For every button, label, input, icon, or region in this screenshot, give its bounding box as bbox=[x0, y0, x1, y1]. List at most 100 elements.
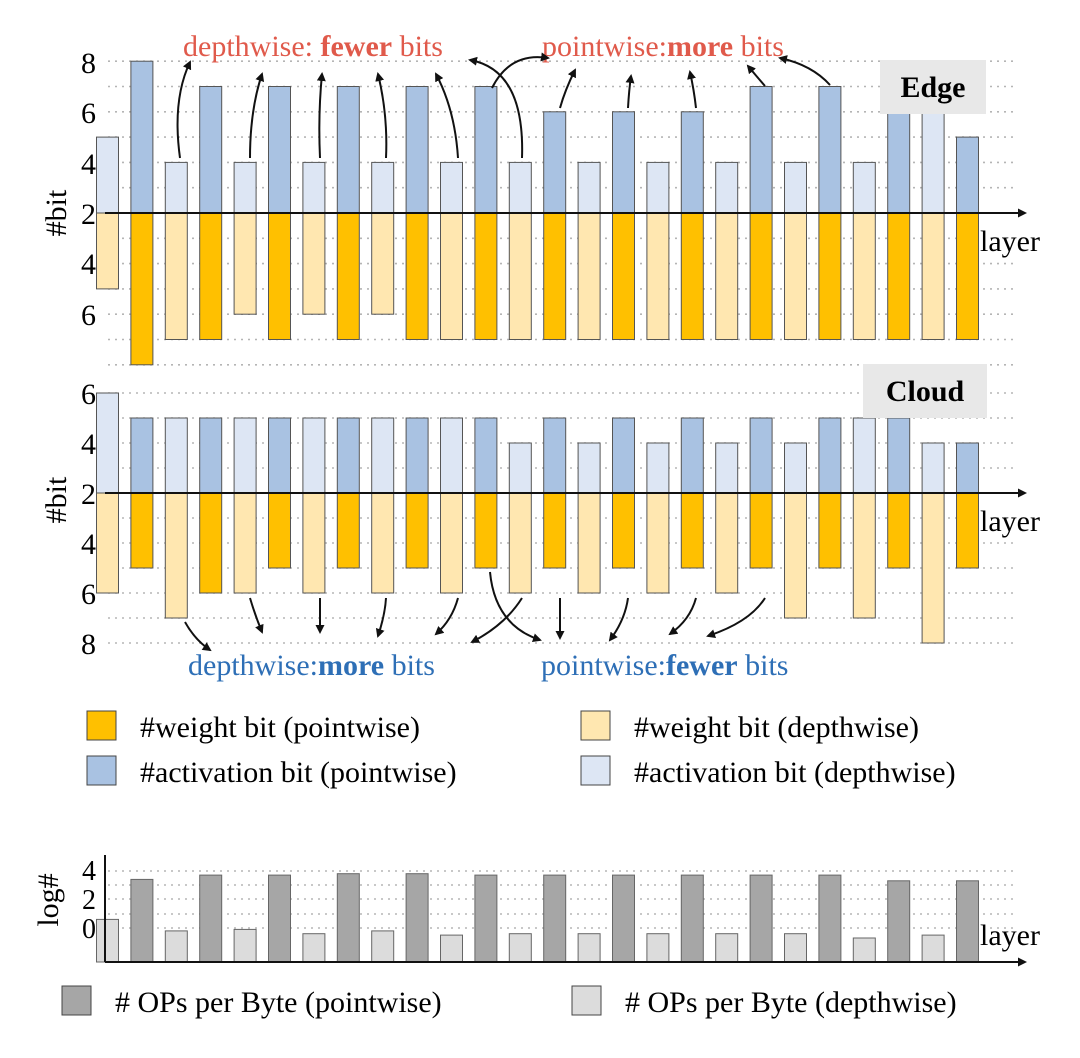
cloud-activation-bar-25 bbox=[921, 442, 945, 494]
edge-weight-bar-4 bbox=[199, 212, 223, 340]
edge-activation-bar-26 bbox=[956, 136, 979, 214]
cloud-ytick-neg8: 8 bbox=[81, 628, 96, 661]
cloud-annotation-depthwise: depthwise:more bits bbox=[188, 649, 435, 682]
edge-activation-bar-7 bbox=[302, 161, 326, 214]
edge-weight-bar-1 bbox=[96, 212, 119, 290]
cloud-weight-bar-24 bbox=[887, 492, 911, 569]
cloud-activation-bar-4 bbox=[199, 417, 223, 494]
ops-bar-25 bbox=[921, 934, 945, 963]
ops-bar-12 bbox=[474, 874, 498, 963]
cloud-weight-bar-20 bbox=[749, 492, 773, 569]
edge-weight-bar-3 bbox=[164, 212, 188, 340]
legend-label-act-pw: #activation bit (pointwise) bbox=[140, 756, 457, 789]
cloud-annotation-pointwise: pointwise:fewer bits bbox=[541, 649, 788, 682]
edge-weight-bar-23 bbox=[852, 212, 876, 340]
cloud-weight-bar-13 bbox=[508, 492, 532, 594]
cloud-ytick-6: 6 bbox=[81, 378, 96, 411]
edge-activation-bar-18 bbox=[680, 111, 704, 214]
cloud-bars bbox=[96, 392, 979, 644]
cloud-weight-bar-21 bbox=[784, 492, 807, 619]
edge-activation-bar-24 bbox=[887, 111, 911, 214]
cloud-weight-bar-23 bbox=[852, 492, 876, 619]
cloud-activation-bar-16 bbox=[612, 417, 635, 494]
edge-weight-bar-25 bbox=[921, 212, 945, 340]
legend-swatch-ops-pw bbox=[61, 985, 92, 1016]
cloud-activation-bar-20 bbox=[749, 417, 773, 494]
edge-weight-bar-17 bbox=[646, 212, 670, 340]
edge-ytick-neg4: 4 bbox=[81, 248, 96, 281]
legend-swatch-act-dw bbox=[580, 755, 611, 786]
cloud-activation-bar-1 bbox=[96, 392, 119, 494]
cloud-activation-bar-24 bbox=[887, 417, 911, 494]
edge-ytick-2: 2 bbox=[81, 198, 96, 231]
ops-bar-22 bbox=[818, 874, 842, 963]
edge-weight-bar-22 bbox=[818, 212, 842, 340]
cloud-weight-bar-6 bbox=[268, 492, 291, 569]
cloud-badge-label: Cloud bbox=[886, 375, 965, 408]
edge-activation-bar-9 bbox=[371, 161, 395, 214]
cloud-activation-bar-21 bbox=[784, 442, 807, 494]
edge-ytick-4: 4 bbox=[81, 148, 96, 181]
edge-weight-bar-10 bbox=[405, 212, 429, 340]
ops-bar-21 bbox=[784, 933, 807, 963]
cloud-weight-bar-8 bbox=[336, 492, 360, 569]
ops-bar-7 bbox=[302, 933, 326, 963]
cloud-activation-bar-5 bbox=[233, 417, 257, 494]
cloud-activation-bar-12 bbox=[474, 417, 498, 494]
edge-activation-bar-6 bbox=[268, 86, 291, 214]
cloud-activation-bar-23 bbox=[852, 417, 876, 494]
ops-ytick-0: 0 bbox=[82, 914, 96, 945]
edge-weight-bar-14 bbox=[543, 212, 567, 340]
cloud-activation-bar-8 bbox=[336, 417, 360, 494]
edge-ylabel: #bit bbox=[40, 189, 73, 236]
edge-ytick-8: 8 bbox=[81, 47, 96, 80]
ops-legend: # OPs per Byte (pointwise) # OPs per Byt… bbox=[61, 985, 957, 1019]
cloud-weight-bar-14 bbox=[543, 492, 567, 569]
edge-weight-bar-7 bbox=[302, 212, 326, 315]
edge-activation-bar-16 bbox=[612, 111, 635, 214]
edge-panel: 8 6 4 2 4 6 #bit layer Edge depthwise: f… bbox=[40, 30, 1040, 366]
edge-badge bbox=[880, 60, 986, 114]
edge-weight-bar-5 bbox=[233, 212, 257, 315]
ops-xlabel: layer bbox=[980, 919, 1040, 952]
cloud-activation-bar-9 bbox=[371, 417, 395, 494]
edge-activation-bar-20 bbox=[749, 86, 773, 214]
ops-bar-8 bbox=[336, 873, 360, 963]
cloud-weight-bar-4 bbox=[199, 492, 223, 594]
cloud-activation-bar-17 bbox=[646, 442, 670, 494]
ops-bar-2 bbox=[130, 878, 154, 963]
ops-bar-11 bbox=[440, 934, 463, 963]
legend-label-ops-pw: # OPs per Byte (pointwise) bbox=[115, 986, 442, 1019]
edge-activation-bar-17 bbox=[646, 161, 670, 214]
edge-activation-bar-3 bbox=[164, 161, 188, 214]
edge-activation-bar-8 bbox=[336, 86, 360, 214]
cloud-ylabel: #bit bbox=[40, 476, 73, 523]
edge-weight-bar-16 bbox=[612, 212, 635, 340]
ops-bar-19 bbox=[715, 933, 739, 963]
cloud-activation-bar-2 bbox=[130, 417, 154, 494]
ops-ytick-2: 2 bbox=[82, 885, 96, 916]
legend-label-ops-dw: # OPs per Byte (depthwise) bbox=[625, 986, 957, 1019]
edge-weight-bar-15 bbox=[577, 212, 601, 340]
ops-bar-3 bbox=[164, 930, 188, 963]
ops-bar-20 bbox=[749, 874, 773, 963]
edge-xlabel: layer bbox=[980, 225, 1040, 258]
cloud-weight-bar-25 bbox=[921, 492, 945, 644]
edge-y-ticks: 8 6 4 2 4 6 bbox=[81, 47, 96, 332]
cloud-activation-bar-10 bbox=[405, 417, 429, 494]
cloud-weight-bar-7 bbox=[302, 492, 326, 594]
edge-activation-bar-14 bbox=[543, 111, 567, 214]
cloud-weight-bar-17 bbox=[646, 492, 670, 594]
cloud-badge bbox=[863, 364, 987, 418]
edge-activation-bar-10 bbox=[405, 86, 429, 214]
cloud-arrows bbox=[184, 571, 766, 652]
cloud-ytick-neg4: 4 bbox=[81, 528, 96, 561]
edge-weight-bar-20 bbox=[749, 212, 773, 340]
cloud-weight-bar-18 bbox=[680, 492, 704, 569]
legend-swatch-act-pw bbox=[86, 755, 117, 786]
cloud-weight-bar-2 bbox=[130, 492, 154, 569]
edge-ytick-neg6: 6 bbox=[81, 299, 96, 332]
edge-activation-bar-25 bbox=[921, 111, 945, 214]
edge-weight-bar-19 bbox=[715, 212, 739, 340]
